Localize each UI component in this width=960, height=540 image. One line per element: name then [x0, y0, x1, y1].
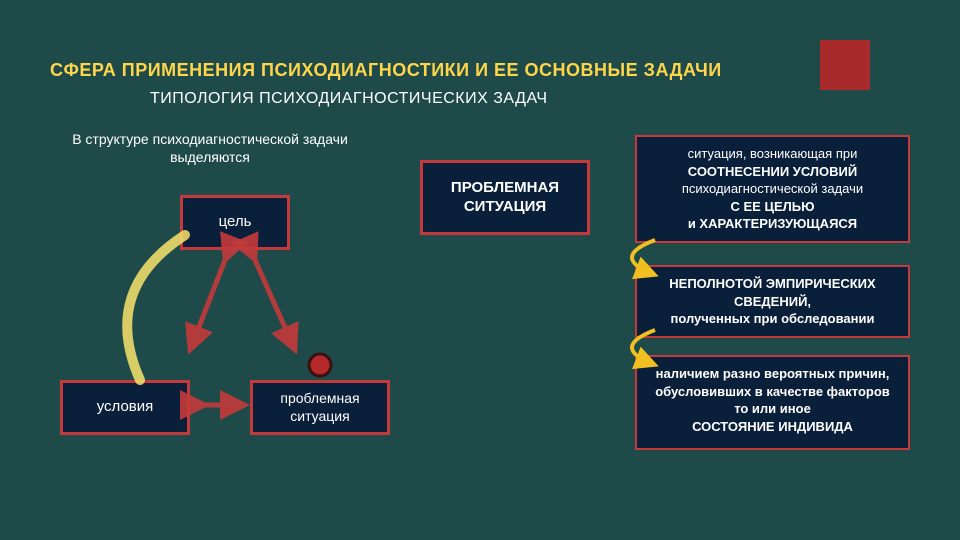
right-box-line: и ХАРАКТЕРИЗУЮЩАЯСЯ	[647, 215, 898, 233]
center-box: ПРОБЛЕМНАЯ СИТУАЦИЯ	[420, 160, 590, 235]
slide-title: СФЕРА ПРИМЕНЕНИЯ ПСИХОДИАГНОСТИКИ И ЕЕ О…	[50, 60, 722, 81]
node-goal: цель	[180, 195, 290, 250]
right-box-line: ситуация, возникающая при	[647, 145, 898, 163]
right-box-1: НЕПОЛНОТОЙ ЭМПИРИЧЕСКИХ СВЕДЕНИЙ,получен…	[635, 265, 910, 338]
slide-subtitle: ТИПОЛОГИЯ ПСИХОДИАГНОСТИЧЕСКИХ ЗАДАЧ	[150, 90, 548, 108]
node-conditions-label: условия	[97, 398, 154, 417]
corner-accent	[820, 40, 870, 90]
node-problem-label: проблемная ситуация	[253, 390, 387, 425]
right-box-line: психодиагностической задачи	[647, 180, 898, 198]
node-conditions: условия	[60, 380, 190, 435]
slide: СФЕРА ПРИМЕНЕНИЯ ПСИХОДИАГНОСТИКИ И ЕЕ О…	[30, 40, 930, 510]
intro-text: В структуре психодиагностической задачи …	[50, 130, 370, 166]
right-box-line: СООТНЕСЕНИИ УСЛОВИЙ	[647, 163, 898, 181]
right-box-0: ситуация, возникающая приСООТНЕСЕНИИ УСЛ…	[635, 135, 910, 243]
right-box-line: С ЕЕ ЦЕЛЬЮ	[647, 198, 898, 216]
node-goal-label: цель	[219, 213, 252, 232]
right-box-line: НЕПОЛНОТОЙ ЭМПИРИЧЕСКИХ СВЕДЕНИЙ,	[647, 275, 898, 310]
right-box-line: наличием разно вероятных причин, обуслов…	[647, 365, 898, 418]
right-box-2: наличием разно вероятных причин, обуслов…	[635, 355, 910, 450]
right-box-line: полученных при обследовании	[647, 310, 898, 328]
node-problem: проблемная ситуация	[250, 380, 390, 435]
right-box-line: СОСТОЯНИЕ ИНДИВИДА	[647, 418, 898, 436]
center-box-label: ПРОБЛЕМНАЯ СИТУАЦИЯ	[423, 179, 587, 217]
